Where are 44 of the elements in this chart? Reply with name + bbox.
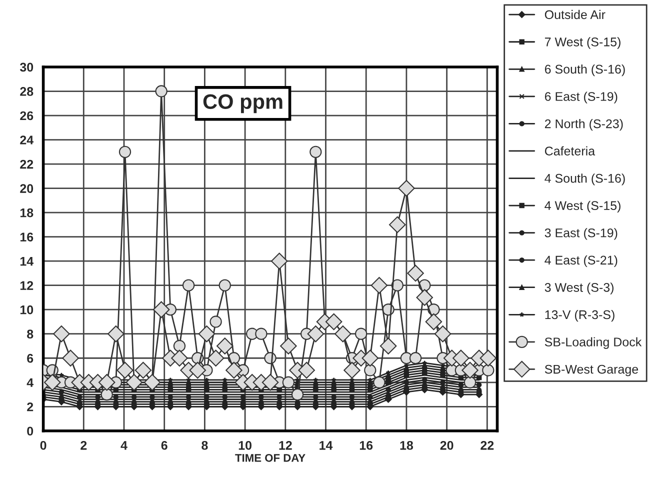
legend-label: Outside Air bbox=[544, 10, 606, 20]
y-tick-label: 26 bbox=[20, 111, 34, 120]
y-tick-label: 12 bbox=[20, 281, 34, 290]
y-tick-label: 10 bbox=[20, 305, 34, 314]
legend-label: 6 East (S-19) bbox=[544, 92, 618, 104]
x-axis-title: TIME OF DAY bbox=[235, 454, 306, 462]
legend-label: 4 South (S-16) bbox=[544, 174, 625, 186]
y-tick-label: 24 bbox=[20, 136, 34, 144]
x-tick-label: 8 bbox=[202, 440, 208, 450]
legend-label: 7 West (S-15) bbox=[544, 37, 620, 49]
x-tick-label: 20 bbox=[440, 440, 454, 450]
y-tick-label: 20 bbox=[20, 184, 34, 193]
legend-label: 2 North (S-23) bbox=[544, 119, 623, 131]
x-tick-label: 12 bbox=[279, 440, 292, 450]
x-tick-label: 0 bbox=[40, 440, 46, 450]
x-tick-label: 16 bbox=[360, 440, 373, 450]
x-tick-label: 18 bbox=[400, 440, 414, 450]
x-tick-label: 22 bbox=[480, 440, 494, 450]
legend-label: 13-V (R-3-S) bbox=[545, 310, 614, 322]
annotation: CO ppm bbox=[203, 94, 282, 114]
legend-label: 6 South (S-16) bbox=[544, 64, 625, 76]
y-tick-label: 0 bbox=[27, 426, 34, 436]
legend-label: 3 East (S-19) bbox=[544, 228, 618, 240]
y-tick-label: 22 bbox=[20, 160, 34, 169]
legend-label: 4 West (S-15) bbox=[544, 200, 620, 212]
y-tick-label: 4 bbox=[26, 378, 34, 387]
x-tick-label: 6 bbox=[161, 440, 168, 450]
legend-label: Cafeteria bbox=[544, 146, 596, 156]
y-tick-label: 28 bbox=[20, 87, 34, 96]
y-tick-label: 18 bbox=[20, 208, 34, 218]
x-tick-label: 14 bbox=[320, 441, 333, 450]
y-tick-label: 16 bbox=[20, 232, 34, 242]
legend-label: SB-West Garage bbox=[544, 364, 638, 376]
x-tick-label: 4 bbox=[120, 441, 128, 450]
x-tick-label: 10 bbox=[238, 440, 252, 450]
y-tick-label: 8 bbox=[27, 330, 34, 339]
legend-label: SB-Loading Dock bbox=[544, 337, 642, 349]
x-tick-label: 2 bbox=[80, 440, 87, 450]
y-tick-label: 30 bbox=[20, 62, 34, 72]
legend-label: 3 West (S-3) bbox=[544, 282, 614, 294]
y-tick-label: 14 bbox=[20, 257, 34, 266]
y-tick-label: 6 bbox=[27, 354, 34, 363]
legend-label: 4 East (S-21) bbox=[544, 255, 618, 268]
y-tick-label: 2 bbox=[27, 402, 34, 412]
